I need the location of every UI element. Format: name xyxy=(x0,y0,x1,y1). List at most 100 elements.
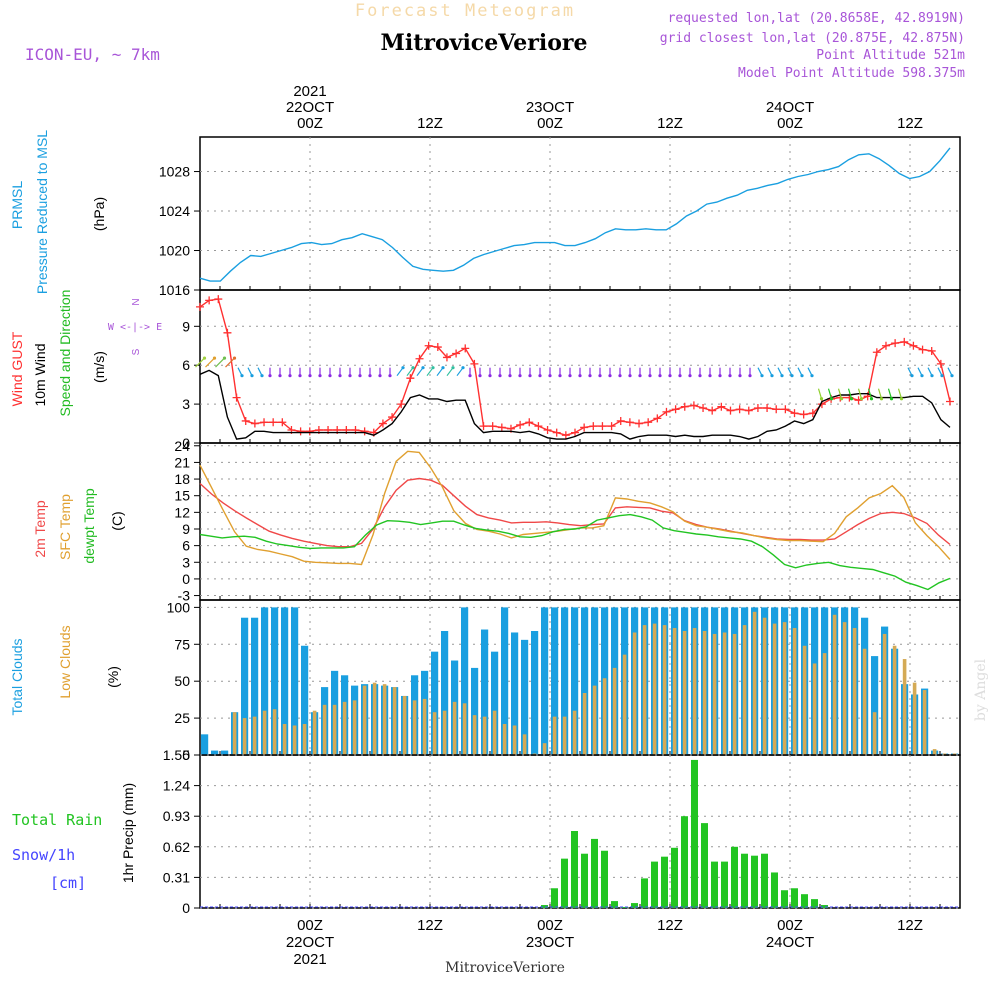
label-snow: Snow/1h xyxy=(12,846,75,864)
wind-dir-arrowhead xyxy=(738,374,742,378)
plot-layer: 10161020102410280369-3036912151821240255… xyxy=(159,83,961,968)
label-prmsl: PRMSL xyxy=(9,181,25,229)
wind-dir-arrowhead xyxy=(468,374,472,378)
low-cloud-bar xyxy=(782,622,787,755)
gust-marker xyxy=(360,427,369,436)
rain-bar xyxy=(601,850,608,908)
low-cloud-bar xyxy=(242,718,247,755)
wind-dir-arrowhead xyxy=(770,374,774,378)
panel-clouds: 0 25 50 75 100 xyxy=(167,599,961,763)
wind-dir-arrowhead xyxy=(441,366,445,370)
wind-dir-arrow xyxy=(205,357,215,368)
gust-marker xyxy=(305,427,314,436)
model-label: ICON-EU, ~ 7km xyxy=(25,45,160,64)
wind-dir-arrowhead xyxy=(508,374,512,378)
wind-dir-arrowhead xyxy=(950,374,954,378)
low-cloud-bar xyxy=(252,716,257,755)
low-cloud-bar xyxy=(612,667,617,755)
wind-dir-arrowhead xyxy=(260,374,264,378)
gust-marker xyxy=(753,403,762,412)
bottom-time-label: 24OCT xyxy=(766,934,814,951)
watermark: by Angel xyxy=(973,658,989,721)
wind-dir-arrow xyxy=(446,367,454,377)
wind-dir-arrow xyxy=(827,388,833,399)
wind-dir-arrowhead xyxy=(618,374,622,378)
wind-dir-arrowhead xyxy=(668,374,672,378)
point-altitude: Point Altitude 521m xyxy=(816,48,965,63)
gust-marker xyxy=(470,359,479,368)
total-cloud-bar xyxy=(521,639,529,755)
low-cloud-bar xyxy=(292,725,297,755)
low-cloud-bar xyxy=(542,743,547,755)
wind-dir-arrowhead xyxy=(338,374,342,378)
total-cloud-bar xyxy=(251,617,259,755)
series-line-wind-gust xyxy=(199,298,951,436)
total-cloud-bar xyxy=(591,607,599,755)
wind-dir-arrowhead xyxy=(538,374,542,378)
total-cloud-bar xyxy=(511,632,519,755)
y-tick-label: 25 xyxy=(174,710,190,726)
low-cloud-bar xyxy=(312,710,317,755)
wind-dir-arrow xyxy=(877,388,883,399)
gust-marker xyxy=(927,346,936,355)
wind-dir-arrow xyxy=(406,367,414,377)
gust-marker xyxy=(625,418,634,427)
gust-marker xyxy=(232,393,241,402)
gust-marker xyxy=(946,397,954,406)
wind-dir-arrowhead xyxy=(568,374,572,378)
low-cloud-bar xyxy=(692,628,697,755)
wind-dir-arrowhead xyxy=(411,366,415,370)
gust-marker xyxy=(415,354,424,363)
low-cloud-bar xyxy=(722,632,727,755)
panel-frame xyxy=(199,289,961,444)
total-cloud-bar xyxy=(261,607,269,755)
temp-labels: 2m Temp SFC Temp dewpt Temp (C) xyxy=(32,488,125,563)
cloud-labels: Total Clouds Low Clouds (%) xyxy=(9,625,121,715)
wind-dir-arrowhead xyxy=(278,374,282,378)
gust-marker xyxy=(269,418,278,427)
rain-bar xyxy=(721,861,728,908)
gust-marker xyxy=(726,406,735,415)
bottom-time-label: 23OCT xyxy=(526,934,574,951)
chart-subtitle: Forecast Meteogram xyxy=(355,1,575,21)
rain-bar xyxy=(751,855,758,908)
rain-bar xyxy=(631,903,638,908)
label-dewpt-temp: dewpt Temp xyxy=(81,488,97,563)
wind-dir-arrow xyxy=(426,367,434,377)
wind-dir-arrow xyxy=(887,388,893,399)
y-tick-label: 1020 xyxy=(159,243,190,259)
wind-dir-arrowhead xyxy=(421,366,425,370)
gust-marker xyxy=(223,328,232,337)
total-cloud-bar xyxy=(441,631,449,755)
wind-dir-arrowhead xyxy=(461,366,465,370)
gust-marker xyxy=(616,416,625,425)
panel-pressure: 1016 1020 1024 1028 xyxy=(159,136,961,298)
wind-dir-arrowhead xyxy=(488,374,492,378)
series-line-prmsl xyxy=(199,147,951,282)
precip-labels: Total Rain Snow/1h [cm] 1hr Precip (mm) xyxy=(12,783,136,892)
y-tick-label: 0 xyxy=(182,571,190,587)
wind-dir-arrowhead xyxy=(222,356,227,360)
panel-precip: 0 0.31 0.62 0.93 1.24 1.55 xyxy=(163,747,961,916)
gust-marker xyxy=(872,348,881,357)
gust-marker xyxy=(671,405,680,414)
gust-marker xyxy=(680,402,689,411)
gust-marker xyxy=(214,295,223,304)
total-cloud-bar xyxy=(471,667,479,755)
low-cloud-bar xyxy=(572,710,577,755)
panel-frame xyxy=(199,754,961,909)
y-tick-label: 0.31 xyxy=(163,869,190,885)
rain-bar xyxy=(741,853,748,908)
low-cloud-bar xyxy=(772,623,777,755)
gust-marker xyxy=(278,418,287,427)
requested-coords: requested lon,lat (20.8658E, 42.8919N) xyxy=(668,11,965,26)
wind-dir-arrow xyxy=(817,388,823,399)
y-tick-label: 1024 xyxy=(159,203,190,219)
wind-dir-arrow xyxy=(436,367,444,377)
wind-dir-arrowhead xyxy=(212,356,217,360)
gust-marker xyxy=(561,431,570,440)
top-time-label: 23OCT xyxy=(526,99,574,116)
gust-marker xyxy=(589,422,598,431)
top-time-label: 24OCT xyxy=(766,99,814,116)
